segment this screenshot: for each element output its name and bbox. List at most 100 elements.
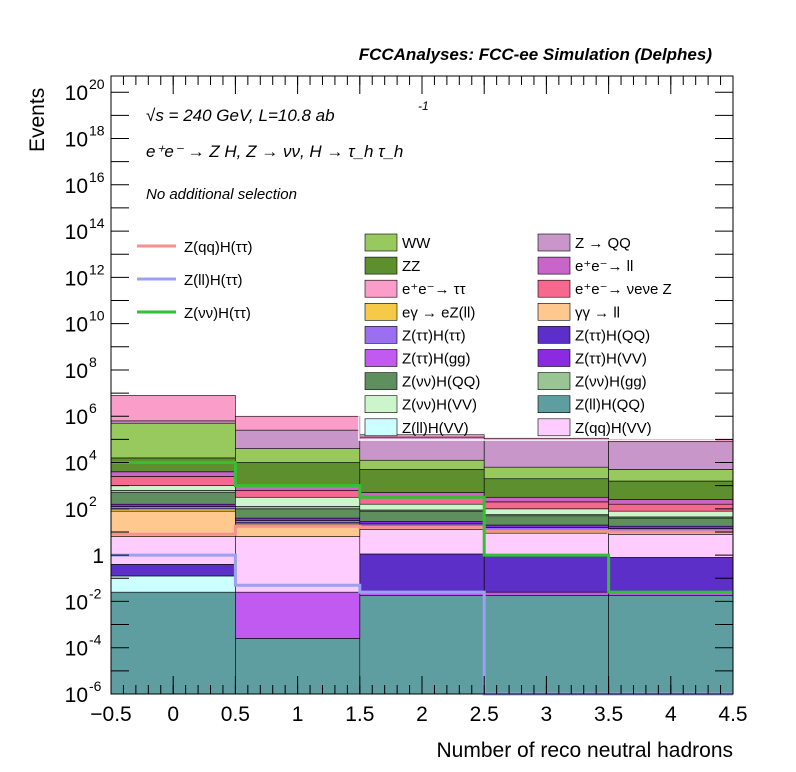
legend-background-label: e⁺e⁻→ ττ: [402, 281, 466, 298]
signal-line-0: [111, 524, 733, 536]
legend-background-swatch: [364, 233, 398, 252]
y-tick-label: 1: [92, 545, 104, 568]
annotation-energy-lumi: √s = 240 GeV, L=10.8 ab: [146, 106, 335, 125]
y-axis-label: Events: [26, 88, 49, 152]
stack-bar-10-bin-1: [235, 506, 361, 510]
legend-background-swatch: [364, 279, 398, 298]
legend-background-swatch: [364, 256, 398, 275]
stack-bar-6-bin-0: [110, 508, 236, 512]
legend-background-swatch: [537, 349, 571, 367]
stack-bar-13-bin-3: [483, 496, 609, 503]
x-tick-label: −0.5: [90, 703, 131, 726]
legend-background-swatch: [537, 372, 571, 390]
y-tick-exponent: 4: [89, 447, 97, 463]
stack-bar-3-bin-2: [359, 553, 485, 593]
y-tick-label: 10: [65, 128, 88, 151]
stack-bar-15-bin-4: [608, 469, 734, 482]
y-tick-exponent: -6: [89, 678, 102, 694]
y-tick-label: 10: [65, 453, 88, 476]
y-tick-label: 10: [65, 221, 88, 244]
stack-bar-17-bin-0: [110, 395, 236, 422]
stack-bar-9-bin-0: [110, 492, 236, 505]
x-tick-label: 0.5: [221, 703, 250, 726]
legend-background-swatch: [537, 326, 571, 344]
annotation-selection: No additional selection: [146, 186, 297, 203]
stack-bar-11-bin-0: [110, 485, 236, 491]
legend-background-swatch: [537, 418, 571, 437]
stack-bar-7-bin-2: [359, 523, 485, 527]
legend-background-label: Z(ττ)H(ττ): [402, 327, 466, 344]
legend-background-swatch: [364, 372, 398, 390]
annotation-process: e⁺e⁻ → Z H, Z → νν, H → τ_h τ_h: [146, 142, 403, 161]
x-tick-label: 0: [167, 703, 179, 726]
stack-bar-17-bin-3: [483, 437, 609, 440]
y-tick-exponent: 12: [89, 261, 105, 277]
legend-background-label: Z(νν)H(VV): [402, 397, 477, 414]
stack-bar-1-bin-1: [235, 591, 361, 639]
stack-bar-12-bin-3: [483, 501, 609, 510]
stack-bar-9-bin-2: [359, 510, 485, 522]
stack-bar-7-bin-4: [608, 528, 734, 532]
legend-background-swatch: [537, 302, 571, 321]
legend-background-label: eγ → eZ(ll): [402, 304, 475, 321]
y-tick-exponent: 14: [89, 215, 105, 231]
stack-bar-13-bin-4: [608, 499, 734, 505]
legend-background-swatch: [537, 395, 571, 414]
legend-background-label: Z(ll)H(QQ): [575, 397, 645, 414]
legend-background-label: Z(ll)H(VV): [402, 420, 469, 437]
stack-bar-7-bin-3: [483, 527, 609, 530]
stack-bar-4-bin-0: [110, 536, 236, 565]
stack-bar-11-bin-4: [608, 510, 734, 518]
stack-bar-2-bin-0: [110, 575, 236, 593]
y-tick-exponent: -2: [89, 585, 102, 601]
legend-signal-label: Z(ll)H(ττ): [184, 272, 243, 289]
stack-bar-11-bin-3: [483, 508, 609, 515]
y-tick-label: 10: [65, 591, 88, 614]
stack-bar-14-bin-0: [110, 457, 236, 473]
legend-background-swatch: [364, 395, 398, 414]
legend-signal-label: Z(νν)H(ττ): [184, 305, 251, 322]
stack-bar-8-bin-3: [483, 524, 609, 528]
legend-background-swatch: [364, 418, 398, 437]
stack-bar-14-bin-4: [608, 480, 734, 500]
stack-bar-16-bin-1: [235, 429, 361, 449]
y-tick-label: 10: [65, 267, 88, 290]
stack-bar-11-bin-2: [359, 503, 485, 511]
stack-bar-12-bin-1: [235, 490, 361, 498]
y-tick-exponent: 2: [89, 493, 97, 509]
x-tick-label: 4: [665, 703, 677, 726]
stack-bar-16-bin-4: [608, 441, 734, 470]
legend-background-label: ZZ: [402, 258, 420, 275]
stack-bar-3-bin-3: [483, 554, 609, 593]
stack-bar-14-bin-2: [359, 469, 485, 493]
stack-bar-8-bin-2: [359, 521, 485, 525]
y-tick-label: 10: [65, 638, 88, 661]
legend-background-label: Z(qq)H(VV): [575, 420, 652, 437]
stack-bar-8-bin-4: [608, 525, 734, 529]
legend-background-label: Z(ττ)H(VV): [575, 351, 647, 368]
x-tick-label: 3: [541, 703, 553, 726]
stack-bar-16-bin-0: [110, 420, 236, 424]
stack-bar-15-bin-0: [110, 422, 236, 459]
legend-background-swatch: [364, 349, 398, 367]
annotation-block: √s = 240 GeV, L=10.8 ab -1 e⁺e⁻ → Z H, Z…: [146, 99, 429, 203]
x-tick-label: 1.5: [345, 703, 374, 726]
y-tick-label: 10: [65, 82, 88, 105]
y-tick-exponent: 20: [89, 76, 105, 92]
stack-bar-10-bin-0: [110, 490, 236, 493]
stack-bar-14-bin-1: [235, 462, 361, 486]
y-tick-exponent: 8: [89, 354, 97, 370]
stack-bar-4-bin-3: [483, 532, 609, 556]
x-axis-label: Number of reco neutral hadrons: [437, 739, 734, 762]
annotation-energy-lumi-sup: -1: [418, 99, 429, 113]
stack-bar-1-bin-3: [483, 591, 609, 596]
stack-bar-4-bin-2: [359, 529, 485, 555]
stack-bar-13-bin-0: [110, 471, 236, 477]
y-tick-exponent: 10: [89, 308, 105, 324]
legend: Z(qq)H(ττ) Z(ll)H(ττ) Z(νν)H(ττ) WW ZZ e⁺e⁻→ …: [137, 233, 672, 437]
stack-bar-7-bin-1: [235, 520, 361, 524]
stack-bar-14-bin-3: [483, 478, 609, 498]
signal-line-2: [111, 461, 733, 594]
x-tick-label: 3.5: [594, 703, 623, 726]
